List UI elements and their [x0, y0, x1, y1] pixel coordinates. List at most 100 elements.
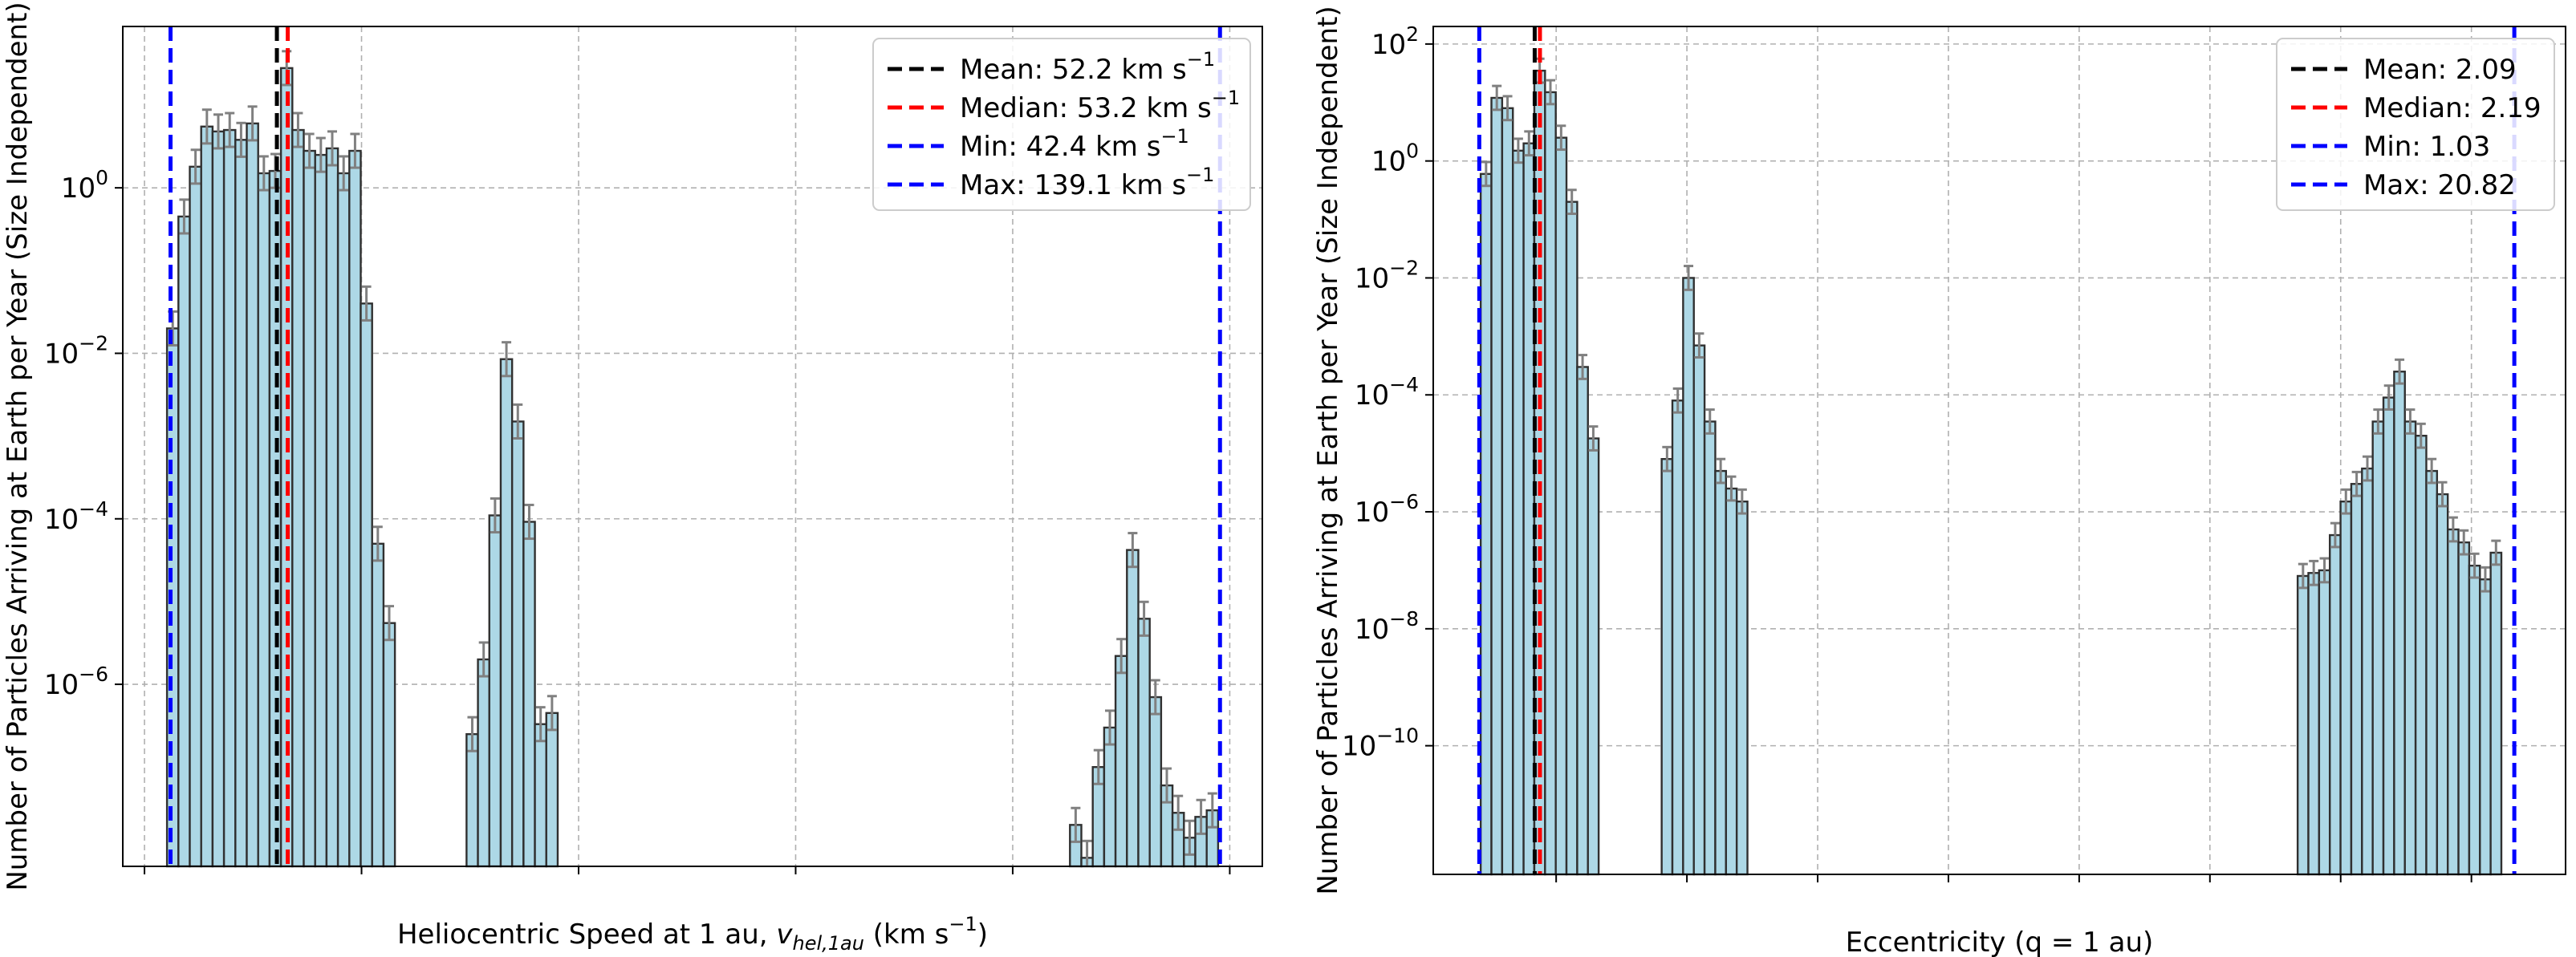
error-bar	[2309, 559, 2319, 586]
error-bar	[2469, 552, 2480, 579]
histogram-bar	[348, 149, 362, 868]
histogram-bar	[303, 149, 316, 868]
legend-entry: Min: 42.4 km s−1	[960, 125, 1189, 163]
legend-box	[2276, 38, 2555, 211]
plot-frame	[1432, 26, 2566, 875]
error-bar	[2448, 516, 2458, 543]
error-bar	[315, 136, 326, 173]
histogram-bar	[291, 128, 305, 868]
legend-entry: Max: 139.1 km s−1	[960, 164, 1214, 201]
error-bar	[1704, 408, 1715, 435]
histogram-bar	[499, 358, 514, 868]
histogram-bar	[2414, 435, 2428, 876]
histogram-bar	[2479, 578, 2492, 876]
legend-entry: Mean: 2.09	[2363, 54, 2517, 86]
legend-box	[872, 38, 1251, 211]
error-bar	[1662, 445, 1672, 472]
error-bar	[1556, 124, 1566, 152]
y-tick-label: 10−4	[1355, 373, 1419, 412]
error-bar	[225, 112, 235, 148]
error-bar	[1173, 794, 1184, 831]
histogram-bar	[1479, 172, 1493, 876]
error-bar	[1104, 709, 1115, 746]
histogram-bar	[2436, 493, 2449, 876]
error-bar	[1207, 792, 1217, 829]
error-bar	[213, 113, 224, 150]
histogram-bar	[465, 732, 479, 868]
error-bar	[327, 130, 338, 167]
y-axis-label: Number of Particles Arriving at Earth pe…	[2, 2, 34, 890]
histogram-bar	[2350, 483, 2363, 876]
error-bar	[1481, 160, 1491, 188]
error-bar	[1513, 137, 1523, 164]
error-bar	[2362, 455, 2372, 482]
error-bar	[2427, 457, 2437, 485]
error-bar	[339, 155, 349, 192]
error-bar	[1196, 798, 1206, 835]
histogram-bar	[360, 302, 373, 868]
histogram-bar	[2296, 574, 2310, 876]
histogram-bar	[1544, 91, 1557, 876]
error-bar	[1694, 332, 1704, 359]
histogram-bar	[371, 542, 385, 868]
histogram-bar	[2371, 420, 2385, 876]
error-bar	[1184, 819, 1195, 856]
error-bar	[384, 605, 395, 642]
error-bar	[1093, 748, 1103, 785]
histogram-bar	[325, 147, 339, 868]
left-chart-panel: 100 10−2 10−4 10−6 Number of Particles Arriv…	[2, 2, 1263, 955]
legend-entry: Median: 2.19	[2363, 92, 2541, 124]
plot-frame	[122, 26, 1263, 867]
histogram-bar	[1512, 149, 1525, 876]
legend-entry: Mean: 52.2 km s−1	[960, 48, 1215, 86]
histogram-bar	[1501, 107, 1514, 876]
histogram-bar	[1103, 726, 1117, 868]
y-tick-label: 10−2	[44, 331, 108, 370]
error-bar	[1684, 265, 1694, 291]
error-bar	[1726, 475, 1737, 502]
histogram-bar	[545, 712, 559, 868]
histogram-bar	[1671, 399, 1684, 876]
error-bar	[201, 108, 212, 145]
error-bar	[1566, 189, 1577, 215]
histogram-bar	[200, 125, 214, 868]
error-bar	[1161, 767, 1172, 804]
histogram-bar	[2361, 467, 2374, 876]
histogram-bar	[1576, 366, 1589, 876]
histogram-bar	[222, 128, 237, 868]
histogram-bar	[246, 122, 259, 868]
error-bar	[372, 525, 383, 562]
error-bar	[2491, 539, 2501, 566]
histogram-bar	[234, 139, 248, 868]
error-bar	[2298, 562, 2308, 590]
error-bar	[1071, 806, 1081, 843]
error-bar	[2395, 358, 2405, 385]
error-bar	[190, 148, 201, 185]
histogram-bar	[2489, 551, 2503, 876]
error-bar	[1150, 679, 1160, 716]
legend: Mean: 2.09 Median: 2.19 Min: 1.03 Max: 20.8…	[2276, 38, 2555, 211]
error-bar	[2383, 384, 2394, 411]
error-bar	[535, 706, 546, 743]
histogram-bar	[189, 165, 202, 868]
y-tick-label: 10−8	[1355, 607, 1419, 646]
histogram-bar	[177, 215, 191, 868]
histogram-bar	[522, 521, 536, 868]
error-bar	[2341, 488, 2351, 515]
error-bar	[478, 641, 489, 678]
x-axis-label: Eccentricity (q = 1 au)	[1846, 927, 2154, 957]
y-tick-label: 100	[61, 166, 108, 205]
error-bar	[546, 695, 557, 732]
histogram-bar	[1114, 655, 1128, 868]
histogram-bar	[1682, 277, 1695, 876]
histogram-bar	[1587, 437, 1600, 876]
y-tick-label: 10−4	[44, 497, 108, 536]
y-tick-label: 10−6	[44, 663, 108, 701]
histogram-bar	[382, 622, 396, 868]
histogram-bar	[211, 130, 226, 868]
error-bar	[2373, 408, 2383, 435]
histogram-bar	[1565, 201, 1579, 876]
error-bar	[1524, 130, 1534, 157]
